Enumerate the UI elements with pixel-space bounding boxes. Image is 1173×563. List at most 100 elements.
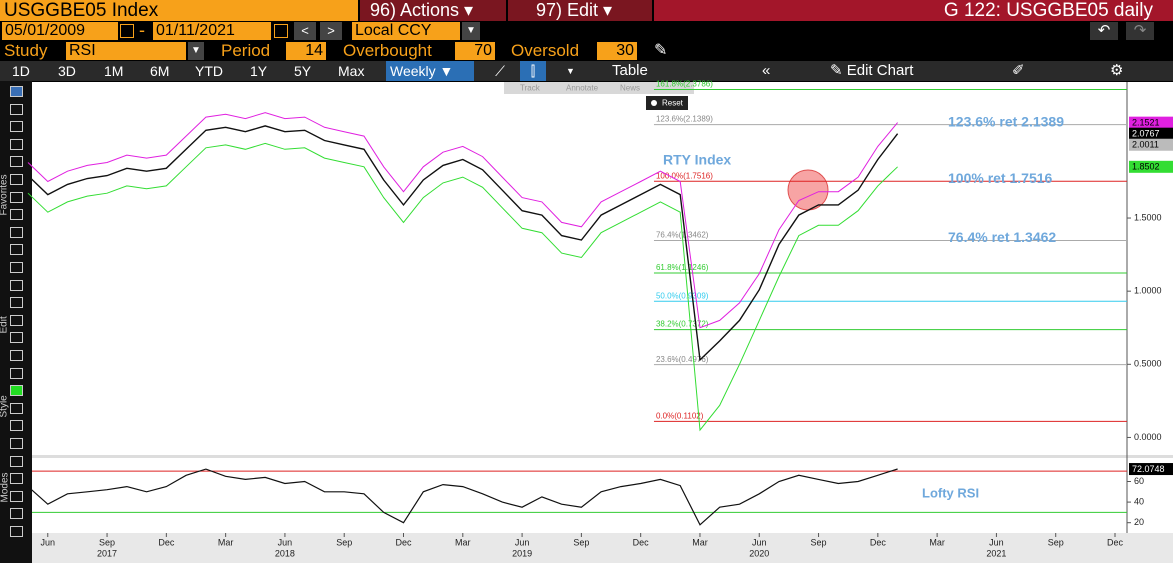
tool-icon[interactable] bbox=[10, 262, 23, 273]
collapse[interactable]: « bbox=[762, 62, 771, 79]
x-axis-background bbox=[32, 533, 1173, 563]
tool-icon[interactable] bbox=[10, 402, 23, 414]
x-tick-label: Dec bbox=[1107, 537, 1124, 547]
tool[interactable]: Track bbox=[520, 84, 541, 93]
range-button[interactable]: 1Y bbox=[250, 63, 268, 79]
calendar-icon[interactable] bbox=[274, 24, 288, 38]
tool-icon[interactable] bbox=[10, 332, 23, 344]
tool-icon[interactable] bbox=[10, 455, 23, 467]
dropdown[interactable]: ▼ bbox=[566, 66, 575, 76]
range-button[interactable]: 1D bbox=[12, 63, 30, 79]
tool-icon[interactable] bbox=[10, 86, 23, 97]
range-button[interactable]: 5Y bbox=[294, 63, 312, 79]
x-tick-label: Mar bbox=[692, 537, 708, 547]
last-value-label: 2.0011 bbox=[1132, 140, 1159, 150]
range-button[interactable]: 3D bbox=[58, 63, 76, 79]
x-tick-label: Sep bbox=[573, 537, 589, 547]
tool-icon[interactable] bbox=[10, 350, 23, 361]
calendar-icon[interactable] bbox=[120, 24, 134, 38]
y-tick-label: 1.5000 bbox=[1134, 212, 1162, 222]
tool-icon[interactable] bbox=[10, 156, 23, 168]
last-value-box bbox=[1129, 138, 1173, 151]
reset-button[interactable] bbox=[646, 96, 688, 110]
next-button[interactable]: > bbox=[320, 22, 342, 40]
series-line bbox=[27, 468, 898, 526]
tool-icon[interactable] bbox=[10, 367, 23, 379]
tool-icon[interactable] bbox=[10, 420, 23, 432]
last-value-box bbox=[1129, 116, 1173, 129]
tool-icon[interactable] bbox=[10, 297, 23, 309]
y-tick-label: 0.0000 bbox=[1134, 432, 1162, 442]
bar-icon[interactable]: ⫿ bbox=[520, 61, 546, 81]
tool[interactable]: Annotate bbox=[566, 84, 599, 93]
end-date[interactable]: 01/11/2021 bbox=[153, 22, 271, 40]
tool-icon[interactable] bbox=[10, 244, 23, 256]
series-line bbox=[27, 142, 898, 432]
year-label: 2019 bbox=[512, 548, 532, 558]
x-tick-label: Mar bbox=[455, 537, 471, 547]
range-button[interactable]: 6M bbox=[150, 63, 170, 79]
range-button[interactable]: Max bbox=[338, 63, 365, 79]
tool-icon[interactable] bbox=[10, 226, 23, 238]
x-tick-label: Sep bbox=[99, 537, 115, 547]
chart-id: G 122: USGGBE05 daily bbox=[654, 0, 1173, 21]
edit-menu[interactable]: 97) Edit ▾ bbox=[508, 0, 652, 21]
oversold-label: Oversold bbox=[511, 41, 580, 60]
tool-icon[interactable] bbox=[10, 279, 23, 291]
annotation: Lofty RSI bbox=[922, 485, 979, 500]
tool-icon[interactable] bbox=[10, 490, 23, 502]
pen-icon[interactable]: ✎ bbox=[654, 42, 668, 59]
plot-background bbox=[32, 82, 1173, 533]
tool[interactable]: News bbox=[620, 84, 640, 93]
panel-divider bbox=[32, 455, 1173, 458]
x-tick-label: Sep bbox=[336, 537, 352, 547]
edit-chart[interactable]: ✎ Edit Chart bbox=[830, 61, 913, 81]
x-tick-label: Mar bbox=[929, 537, 945, 547]
tool-icon[interactable] bbox=[10, 473, 23, 485]
study[interactable]: RSI bbox=[66, 42, 186, 60]
fib-callout: 76.4% ret 1.3462 bbox=[948, 229, 1056, 245]
tool-icon[interactable] bbox=[10, 121, 23, 133]
last-value-label: 72.0748 bbox=[1132, 464, 1165, 474]
draw-icon[interactable]: ✐ bbox=[1012, 62, 1025, 79]
table-button[interactable]: Table bbox=[612, 62, 648, 79]
tool-icon[interactable] bbox=[10, 526, 23, 537]
series-line bbox=[27, 125, 899, 362]
ticker[interactable]: USGGBE05 Index bbox=[0, 0, 358, 21]
tool-icon[interactable] bbox=[10, 103, 23, 115]
year-label: 2020 bbox=[749, 548, 769, 558]
tool-icon[interactable] bbox=[10, 508, 23, 520]
redo[interactable]: ↷ bbox=[1126, 22, 1154, 40]
currency[interactable]: Local CCY bbox=[352, 22, 460, 40]
tool-icon[interactable] bbox=[10, 138, 23, 150]
fib-label: 38.2%(0.7372) bbox=[656, 320, 709, 329]
period[interactable]: 14 bbox=[286, 42, 326, 60]
tool-icon[interactable] bbox=[10, 385, 23, 397]
line-icon[interactable]: ⟋ bbox=[495, 63, 505, 79]
start-date[interactable]: 05/01/2009 bbox=[2, 22, 118, 40]
dropdown[interactable]: ▼ bbox=[462, 22, 480, 40]
range-button[interactable]: YTD bbox=[195, 63, 223, 79]
x-tick-label: Dec bbox=[633, 537, 650, 547]
last-value-label: 2.0767 bbox=[1132, 129, 1160, 139]
tool-icon[interactable] bbox=[10, 209, 23, 221]
frequency[interactable]: Weekly ▼ bbox=[386, 61, 474, 81]
tool-icon[interactable] bbox=[10, 174, 23, 185]
tool-icon[interactable] bbox=[10, 191, 23, 203]
undo[interactable]: ↶ bbox=[1090, 22, 1118, 40]
tool-icon[interactable] bbox=[10, 438, 23, 449]
dropdown[interactable]: ▼ bbox=[188, 42, 204, 60]
y-tick-label: 1.0000 bbox=[1134, 286, 1162, 296]
y-tick-label: 20 bbox=[1134, 517, 1144, 527]
tool[interactable]: Reset bbox=[662, 99, 684, 108]
year-label: 2021 bbox=[986, 548, 1006, 558]
prev-button[interactable]: < bbox=[294, 22, 316, 40]
range-button[interactable]: 1M bbox=[104, 63, 124, 79]
tool-icon[interactable] bbox=[10, 314, 23, 326]
x-tick-label: Dec bbox=[158, 537, 175, 547]
settings[interactable]: ⚙ bbox=[1110, 62, 1124, 79]
overbought[interactable]: 70 bbox=[455, 42, 495, 60]
reset-icon bbox=[651, 100, 657, 106]
actions-menu[interactable]: 96) Actions ▾ bbox=[360, 0, 506, 21]
oversold[interactable]: 30 bbox=[597, 42, 637, 60]
